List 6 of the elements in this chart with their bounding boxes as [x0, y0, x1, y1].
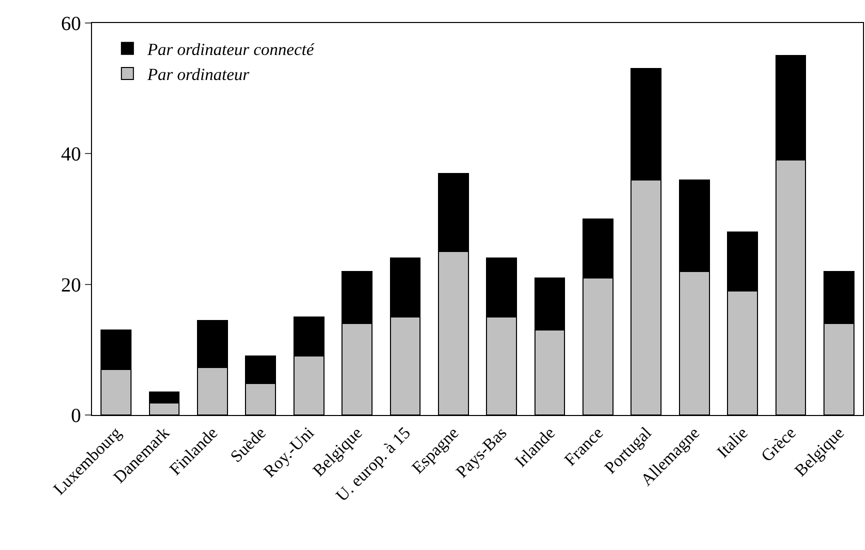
legend-label: Par ordinateur: [146, 65, 250, 84]
y-tick-label: 60: [61, 13, 81, 35]
y-tick-label: 0: [71, 405, 81, 427]
y-tick-label: 20: [61, 274, 81, 296]
legend-label: Par ordinateur connecté: [146, 40, 316, 60]
y-tick-label: 40: [61, 144, 81, 166]
